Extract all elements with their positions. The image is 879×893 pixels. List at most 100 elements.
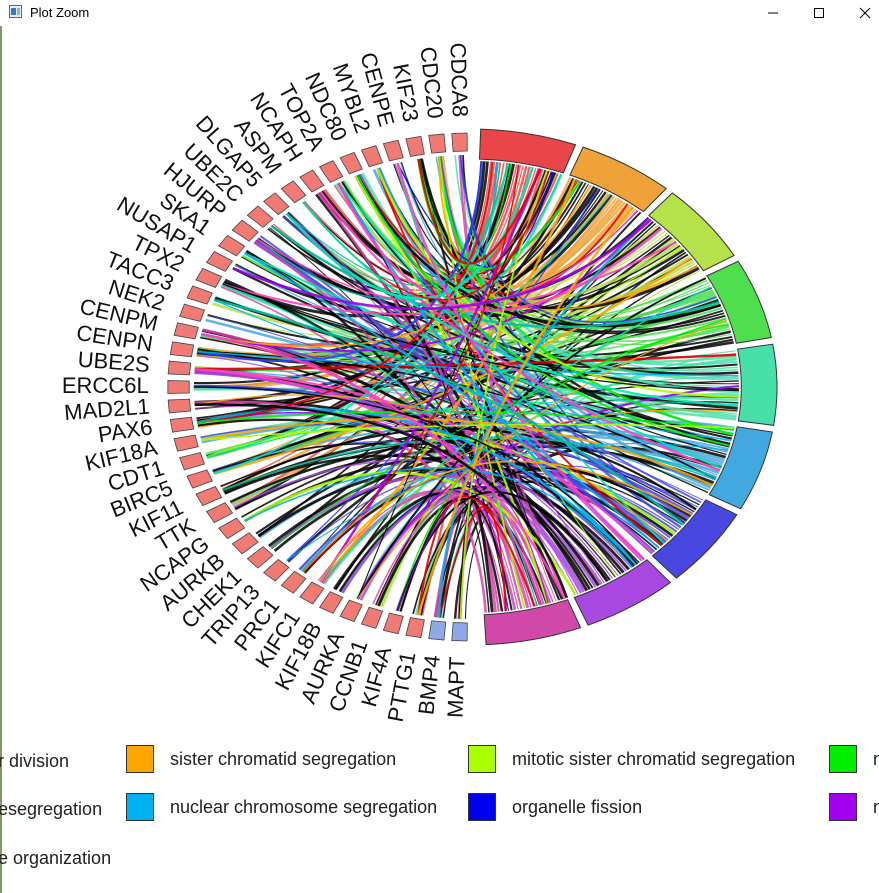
chord-link bbox=[222, 436, 717, 492]
chord-link bbox=[319, 460, 693, 583]
chord-link bbox=[256, 209, 639, 306]
chord-link bbox=[319, 191, 721, 472]
chord-link bbox=[194, 368, 654, 554]
gene-block bbox=[167, 398, 192, 414]
chord-link bbox=[286, 162, 501, 287]
chord-link bbox=[206, 193, 612, 458]
legend-label: mitotic sister chromatid segregation bbox=[512, 749, 796, 769]
chord-link bbox=[200, 332, 566, 600]
chord-link bbox=[302, 409, 738, 573]
window-left-border bbox=[0, 26, 2, 893]
gene-block bbox=[318, 591, 344, 614]
gene-block bbox=[382, 612, 404, 635]
chord-link bbox=[213, 163, 510, 475]
chord-link bbox=[317, 490, 506, 612]
chord-link bbox=[302, 164, 520, 573]
chord-link bbox=[222, 283, 739, 392]
chord-link bbox=[319, 168, 542, 583]
close-button[interactable] bbox=[842, 0, 879, 26]
chord-link bbox=[400, 162, 725, 333]
chord-link bbox=[285, 166, 534, 300]
legend-label: organelle fission bbox=[512, 797, 643, 817]
gene-block bbox=[299, 169, 325, 193]
minimize-button[interactable] bbox=[750, 0, 796, 26]
chord-links bbox=[193, 155, 740, 619]
gene-block bbox=[263, 192, 290, 216]
legend-label: nuclear chromosome segregation bbox=[170, 797, 438, 817]
gene-block bbox=[205, 250, 234, 272]
chord-link bbox=[194, 403, 569, 599]
legend-swatch bbox=[468, 745, 496, 773]
legend-swatch bbox=[126, 745, 154, 773]
legend-swatch bbox=[829, 793, 857, 821]
chord-link bbox=[213, 299, 732, 441]
chord-link bbox=[222, 427, 697, 511]
chord-link bbox=[376, 168, 663, 547]
term-arc bbox=[569, 146, 667, 213]
term-arc bbox=[483, 599, 582, 646]
gene-block bbox=[405, 135, 425, 157]
close-icon bbox=[859, 7, 871, 19]
chord-link bbox=[337, 182, 663, 312]
gene-block bbox=[360, 145, 384, 168]
chord-link bbox=[197, 350, 716, 481]
term-arc bbox=[708, 426, 773, 510]
gene-label: MAPT bbox=[442, 656, 469, 718]
chord-link bbox=[206, 427, 676, 535]
minimize-icon bbox=[768, 12, 778, 14]
gene-block bbox=[205, 502, 234, 524]
legend-swatch bbox=[126, 793, 154, 821]
term-arc bbox=[706, 260, 772, 344]
chord-link bbox=[396, 324, 729, 612]
chord-link bbox=[201, 184, 592, 348]
chord-link bbox=[271, 318, 727, 549]
gene-block bbox=[382, 139, 404, 162]
chord-link bbox=[214, 296, 738, 410]
term-arc bbox=[651, 499, 738, 579]
chord-link bbox=[193, 386, 638, 565]
gene-block bbox=[360, 606, 384, 629]
chord-link bbox=[269, 227, 538, 606]
gene-block bbox=[179, 452, 206, 471]
plot-zoom-app-icon bbox=[9, 5, 22, 18]
maximize-button[interactable] bbox=[796, 0, 842, 26]
gene-block bbox=[169, 341, 195, 358]
chord-link bbox=[213, 298, 685, 526]
legend-label: n bbox=[873, 749, 879, 769]
chord-link bbox=[417, 158, 512, 268]
gene-block bbox=[231, 532, 259, 555]
gene-label: UBE2S bbox=[77, 347, 151, 377]
gene-block bbox=[451, 622, 468, 642]
gene-block bbox=[167, 360, 192, 376]
chord-link bbox=[232, 218, 652, 311]
term-arc bbox=[648, 192, 735, 272]
gene-block bbox=[299, 581, 325, 605]
gene-block bbox=[263, 558, 290, 582]
term-arc bbox=[478, 128, 577, 174]
gene-block bbox=[451, 132, 468, 152]
gene-block bbox=[231, 219, 259, 242]
chord-link bbox=[438, 156, 698, 311]
chord-link bbox=[396, 162, 645, 561]
gene-block bbox=[186, 285, 213, 305]
gene-label: BMP4 bbox=[413, 654, 445, 716]
chord-link bbox=[417, 495, 536, 616]
chord-plot: CDCA8CDC20KIF23CENPEMYBL2NDC80TOP2ANCAPH… bbox=[62, 42, 778, 724]
chord-link bbox=[461, 155, 557, 602]
gene-label: ERCC6L bbox=[62, 373, 149, 398]
chord-link bbox=[458, 155, 567, 599]
gene-block bbox=[195, 267, 223, 288]
maximize-icon bbox=[814, 8, 824, 18]
chord-link bbox=[194, 370, 586, 593]
gene-block bbox=[280, 180, 307, 204]
chord-link bbox=[193, 198, 621, 391]
legend-label-cut: r division bbox=[0, 751, 70, 771]
chord-link bbox=[302, 201, 739, 407]
gene-block bbox=[280, 570, 307, 594]
gene-block bbox=[167, 380, 190, 394]
legend-label: sister chromatid segregation bbox=[170, 749, 397, 769]
legend-swatch bbox=[829, 745, 857, 773]
gene-block bbox=[318, 160, 344, 183]
legend-label: n bbox=[873, 797, 879, 817]
chord-link bbox=[437, 156, 734, 436]
